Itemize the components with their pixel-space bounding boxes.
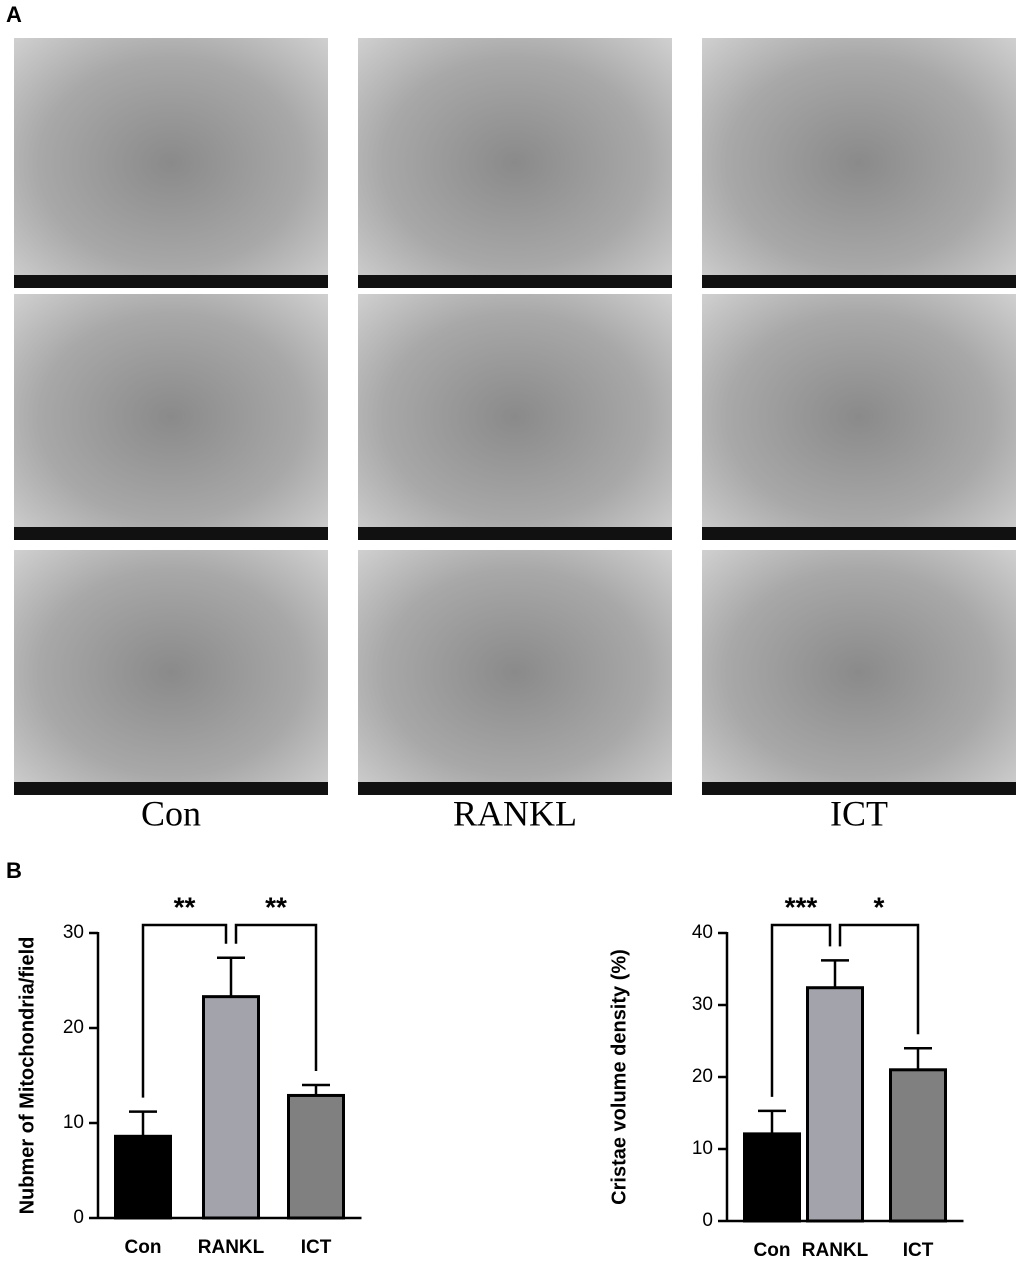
scale-strip <box>358 275 672 288</box>
significance-label: *** <box>785 891 818 922</box>
y-axis-label: Nubmer of Mitochondria/field <box>16 937 38 1215</box>
x-tick-label: RANKL <box>802 1240 869 1261</box>
bar <box>287 1093 345 1220</box>
significance-label: ** <box>265 891 287 922</box>
micrograph-grid: Con RANKL ICT <box>14 38 1016 833</box>
scale-strip <box>14 782 328 795</box>
significance-bracket <box>141 923 228 1098</box>
scale-strip <box>358 527 672 540</box>
bar <box>889 1068 947 1223</box>
y-tick-label: 30 <box>692 994 713 1015</box>
scale-strip <box>702 275 1016 288</box>
significance-bracket <box>838 923 920 1035</box>
y-axis-label: Cristae volume density (%) <box>608 949 630 1205</box>
x-tick-label: ICT <box>301 1237 332 1258</box>
x-tick-label: RANKL <box>198 1237 265 1258</box>
panel-label: B <box>6 858 22 883</box>
scale-strip <box>702 527 1016 540</box>
micrograph <box>358 38 672 288</box>
micrograph <box>14 550 328 795</box>
panel-label: A <box>6 2 22 27</box>
x-tick-label: ICT <box>903 1240 934 1261</box>
micrograph <box>702 550 1016 795</box>
micrograph <box>358 550 672 795</box>
micrograph <box>702 38 1016 288</box>
micrograph <box>14 38 328 288</box>
x-tick-label: Con <box>754 1240 791 1261</box>
column-label: ICT <box>830 793 888 833</box>
significance-label: ** <box>174 891 196 922</box>
micrograph <box>358 294 672 540</box>
micrograph <box>14 294 328 540</box>
y-tick-label: 10 <box>63 1112 84 1133</box>
scale-strip <box>702 782 1016 795</box>
y-tick-label: 20 <box>692 1066 713 1087</box>
column-label: Con <box>141 793 201 833</box>
y-tick-label: 20 <box>63 1017 84 1038</box>
bar <box>806 986 864 1223</box>
significance-bracket <box>234 923 318 1071</box>
bar <box>114 1134 172 1220</box>
column-label: RANKL <box>453 793 577 833</box>
scale-strip <box>358 782 672 795</box>
significance-label: * <box>874 891 885 922</box>
bar <box>743 1132 801 1223</box>
significance-bracket <box>770 923 832 1097</box>
y-tick-label: 0 <box>702 1210 713 1231</box>
scale-strip <box>14 527 328 540</box>
bar <box>202 995 260 1220</box>
charts: 0 10 20 30 Nubmer of Mitochondria/field Con RA… <box>16 891 964 1261</box>
micrograph <box>702 294 1016 540</box>
y-tick-label: 40 <box>692 922 713 943</box>
x-tick-label: Con <box>125 1237 162 1258</box>
scale-strip <box>14 275 328 288</box>
y-tick-label: 10 <box>692 1138 713 1159</box>
y-tick-label: 0 <box>73 1207 84 1228</box>
y-tick-label: 30 <box>63 922 84 943</box>
